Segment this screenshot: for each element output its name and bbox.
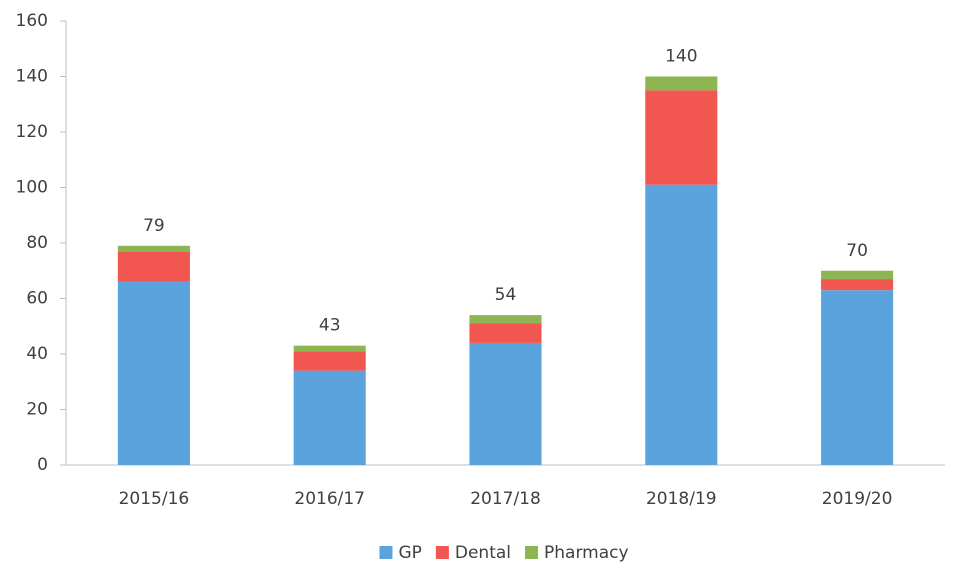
y-tick-label: 60 — [26, 289, 48, 309]
x-tick-label: 2015/16 — [119, 489, 190, 509]
bar-segment — [645, 76, 718, 91]
bar-segment — [821, 290, 894, 465]
total-label: 54 — [495, 285, 517, 305]
legend-swatch — [435, 546, 449, 559]
y-tick-label: 120 — [16, 122, 48, 142]
x-tick-label: 2019/20 — [822, 489, 893, 509]
total-label: 43 — [319, 316, 341, 336]
bar-segment — [821, 270, 894, 280]
bar-segment — [293, 351, 366, 371]
y-tick-label: 140 — [16, 67, 48, 87]
y-tick-label: 100 — [16, 178, 48, 198]
legend-swatch — [379, 546, 393, 559]
y-tick-label: 40 — [26, 344, 48, 364]
y-tick-label: 0 — [37, 455, 48, 475]
y-tick-label: 160 — [16, 11, 48, 31]
bar-segment — [293, 345, 366, 352]
bar-segment — [469, 315, 542, 324]
legend-label: Dental — [455, 543, 511, 563]
total-label: 79 — [143, 216, 165, 236]
total-label: 140 — [665, 47, 697, 67]
bar-segment — [469, 342, 542, 465]
legend-swatch — [525, 546, 539, 559]
bar-segment — [645, 184, 718, 465]
bar-segment — [821, 279, 894, 291]
bar-segment — [293, 370, 366, 465]
total-label: 70 — [846, 241, 868, 261]
y-tick-label: 20 — [26, 400, 48, 420]
x-tick-label: 2016/17 — [294, 489, 365, 509]
legend-label: Pharmacy — [544, 543, 629, 563]
bar-segment — [117, 251, 190, 282]
bar-segment — [117, 245, 190, 252]
x-tick-label: 2017/18 — [470, 489, 541, 509]
bar-segment — [469, 323, 542, 343]
x-tick-label: 2018/19 — [646, 489, 717, 509]
bar-segment — [117, 281, 190, 465]
bar-segment — [645, 90, 718, 185]
legend-label: GP — [398, 543, 421, 563]
y-tick-label: 80 — [26, 233, 48, 253]
